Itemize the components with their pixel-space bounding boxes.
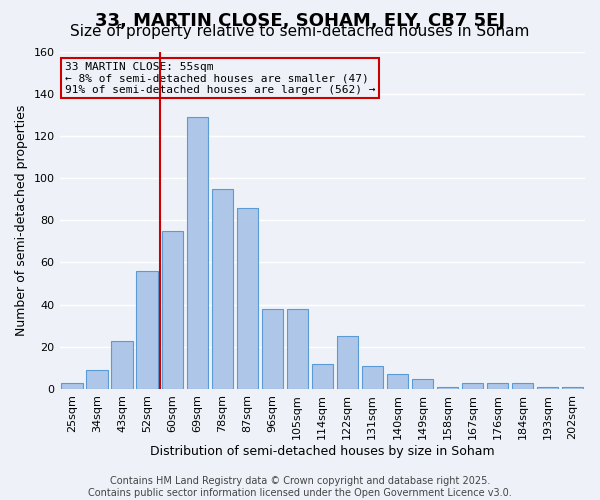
Bar [537, 387, 558, 389]
Text: 33 MARTIN CLOSE: 55sqm
← 8% of semi-detached houses are smaller (47)
91% of semi: 33 MARTIN CLOSE: 55sqm ← 8% of semi-deta… [65, 62, 375, 95]
Bar [562, 387, 583, 389]
Bar [462, 383, 483, 389]
Bar [112, 340, 133, 389]
Bar [287, 309, 308, 389]
Bar [187, 117, 208, 389]
Bar [487, 383, 508, 389]
Bar [412, 378, 433, 389]
Y-axis label: Number of semi-detached properties: Number of semi-detached properties [15, 104, 28, 336]
Text: 33, MARTIN CLOSE, SOHAM, ELY, CB7 5EJ: 33, MARTIN CLOSE, SOHAM, ELY, CB7 5EJ [95, 12, 505, 30]
Text: Contains HM Land Registry data © Crown copyright and database right 2025.
Contai: Contains HM Land Registry data © Crown c… [88, 476, 512, 498]
Bar [212, 188, 233, 389]
Bar [136, 271, 158, 389]
Bar [311, 364, 333, 389]
Bar [337, 336, 358, 389]
Bar [61, 383, 83, 389]
Bar [362, 366, 383, 389]
Bar [387, 374, 408, 389]
Bar [86, 370, 108, 389]
X-axis label: Distribution of semi-detached houses by size in Soham: Distribution of semi-detached houses by … [150, 444, 494, 458]
Bar [161, 231, 183, 389]
Bar [236, 208, 258, 389]
Bar [437, 387, 458, 389]
Text: Size of property relative to semi-detached houses in Soham: Size of property relative to semi-detach… [70, 24, 530, 39]
Bar [512, 383, 533, 389]
Bar [262, 309, 283, 389]
